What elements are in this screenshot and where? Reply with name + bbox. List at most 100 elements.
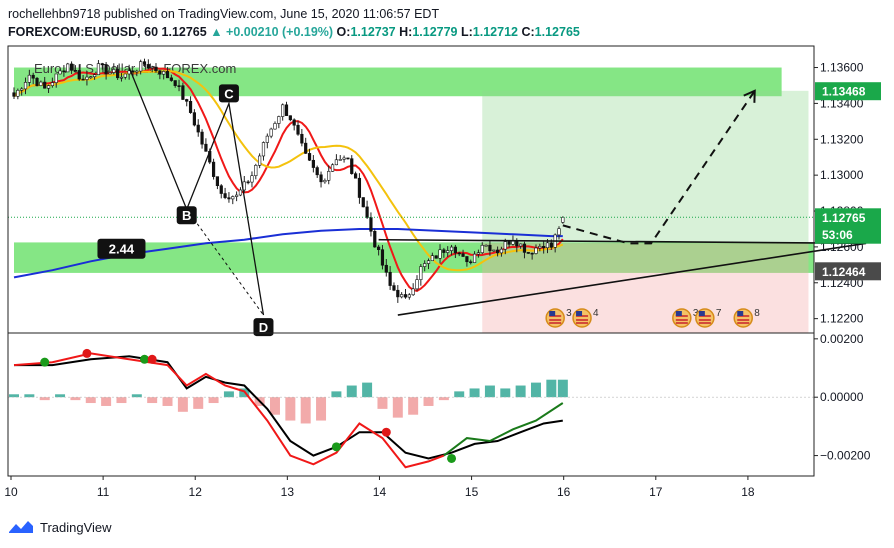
cross-dot [331, 442, 341, 452]
candle-body [177, 85, 181, 87]
candle-body [93, 74, 97, 78]
candle-body [434, 255, 438, 259]
candle-body [480, 244, 484, 254]
chart-header: rochellehbn9718 published on TradingView… [8, 5, 888, 41]
candle-body [469, 261, 473, 264]
candle-body [246, 181, 250, 184]
histogram-bar [484, 385, 495, 398]
candle-body [534, 247, 538, 254]
candle-body [235, 194, 239, 197]
low-label: L: [460, 25, 473, 39]
candle-body [522, 243, 527, 253]
price-badge-label: 53:06 [822, 228, 853, 242]
price-badge [815, 82, 881, 101]
histogram-bar [377, 397, 388, 409]
candle-body [388, 271, 392, 286]
flag-canton [549, 311, 556, 316]
candle-body [108, 72, 112, 75]
candle-body [215, 176, 220, 186]
low-value: 1.12712 [472, 25, 518, 39]
candle-body [561, 217, 565, 223]
histogram-bar [362, 382, 373, 398]
price-tick-label: 1.12200 [820, 312, 864, 326]
event-count-label: 3 [566, 308, 572, 319]
candle-body [499, 248, 504, 254]
candle-body [112, 69, 116, 73]
candle-body [300, 133, 304, 144]
candle-body [188, 101, 193, 113]
candle-body [192, 112, 196, 126]
cross-dot [40, 357, 50, 367]
histogram-bar [557, 379, 568, 398]
candle-body [342, 157, 346, 160]
chart-frame [7, 45, 815, 477]
candle-body [327, 171, 331, 181]
candle-body [438, 249, 442, 259]
candle-body [135, 70, 139, 73]
time-tick-label: 16 [557, 485, 571, 499]
candle-body [89, 76, 93, 79]
candle-body [219, 185, 223, 194]
candle-body [277, 116, 281, 124]
flag-canton [675, 311, 682, 316]
candle-body [43, 81, 47, 89]
candle-body [50, 82, 54, 86]
candle-body [27, 74, 31, 83]
candle-body [357, 177, 362, 198]
candle-body [96, 63, 101, 75]
candle-body [39, 81, 43, 86]
histogram-bar [331, 391, 342, 398]
candle-body [334, 159, 339, 166]
long-target-box [482, 90, 809, 244]
candle-body [12, 92, 16, 97]
macd-line [13, 352, 445, 469]
high-value: 1.12779 [412, 25, 458, 39]
price-badge [815, 225, 881, 244]
pattern-bd-dashed [186, 208, 264, 316]
flag-canton [698, 311, 705, 316]
pattern-point-c-badge [218, 84, 239, 103]
candle-body [23, 82, 28, 90]
candle-body [20, 88, 24, 91]
cross-dot [82, 348, 92, 358]
price-tick-label: 1.13000 [820, 168, 864, 182]
histogram-bar [193, 397, 204, 409]
candle-body [196, 124, 200, 133]
histogram-bar [285, 397, 296, 421]
histogram-bar [147, 397, 158, 404]
tradingview-logo-icon [9, 521, 33, 533]
candle-body [204, 143, 208, 152]
time-tick-label: 10 [4, 485, 18, 499]
candle-body [231, 196, 235, 200]
histogram-bar [101, 397, 112, 406]
candle-body [269, 128, 273, 137]
histogram-bar [131, 394, 142, 398]
candle-body [365, 206, 369, 218]
candle-body [185, 99, 189, 102]
candle-body [380, 249, 385, 266]
candle-body [449, 246, 454, 251]
candle-body [31, 74, 35, 79]
histogram-bar [500, 388, 511, 398]
histogram-bar [392, 397, 403, 418]
publisher-line: rochellehbn9718 published on TradingView… [8, 7, 440, 21]
cross-dot [447, 453, 457, 463]
candle-body [46, 85, 51, 89]
candle-body [261, 142, 266, 157]
histogram-bar [208, 397, 219, 404]
candle-body [162, 71, 166, 75]
price-badge-label: 1.12464 [822, 265, 866, 279]
candle-body [507, 241, 511, 245]
candle-body [495, 249, 500, 254]
cross-dot [139, 354, 149, 364]
candle-body [250, 175, 254, 183]
candle-body [258, 155, 262, 166]
candle-body [292, 119, 296, 126]
histogram-bar [85, 397, 96, 404]
cross-dot [147, 354, 157, 364]
candle-body [77, 70, 81, 80]
candle-body [338, 159, 342, 161]
lower-support-zone [14, 242, 814, 273]
histogram-bar [9, 394, 19, 398]
